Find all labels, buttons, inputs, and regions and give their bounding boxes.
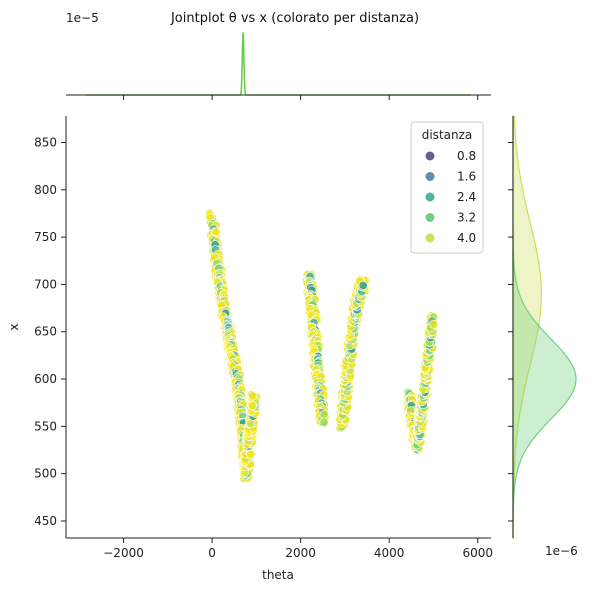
legend: distanza 0.8 1.6 2.4 3.2 4.0 [410,121,484,254]
legend-marker [425,192,435,202]
legend-label: 2.4 [457,190,476,204]
legend-marker [425,233,435,243]
legend-label: 0.8 [457,149,476,163]
x-tick-label: 6000 [462,546,493,560]
right-marginal-kde-3.2 [512,116,577,539]
x-axis-label: theta [262,568,294,582]
legend-title: distanza [422,128,473,142]
scatter-points [205,208,439,483]
scatter-point [246,419,256,429]
x-tick-label: 2000 [285,546,316,560]
legend-marker [425,151,435,161]
y-tick-label: 450 [34,514,57,528]
x-tick-label: 4000 [374,546,405,560]
y-tick-label: 700 [34,277,57,291]
scatter-point [319,417,329,427]
y-tick-label: 500 [34,467,57,481]
main-plot: −2000 0 2000 4000 6000 450 500 550 600 650 700 750… [7,116,493,582]
y-axis-label: x [7,323,21,330]
y-tick-label: 600 [34,372,57,386]
right-marginal: 1e−6 [508,115,578,558]
legend-label: 1.6 [457,170,476,184]
right-marginal-ticks [508,141,513,522]
y-tick-label: 750 [34,230,57,244]
y-tick-label: 800 [34,183,57,197]
legend-marker [425,213,435,222]
scatter-point [319,409,329,419]
x-axis-ticks: −2000 0 2000 4000 6000 [103,538,493,560]
top-marginal-kde-curve [86,32,471,96]
scatter-point [429,319,439,329]
right-marginal-offset-label: 1e−6 [545,544,578,558]
scatter-point [358,280,368,290]
legend-label: 3.2 [457,211,476,225]
y-tick-label: 850 [34,135,57,149]
x-tick-label: −2000 [103,546,144,560]
chart-title: Jointplot θ vs x (colorato per distanza) [170,11,419,26]
scatter-point [246,449,256,459]
top-marginal-offset-label: 1e−5 [66,11,99,25]
scatter-point [248,391,258,401]
legend-marker [425,172,435,181]
y-axis-ticks: 450 500 550 600 650 700 750 800 850 [34,135,66,528]
right-marginal-kde [512,115,577,539]
top-marginal: 1e−5 [66,11,491,100]
scatter-point [247,400,257,410]
right-marginal-kde-4.0 [512,115,542,539]
top-marginal-ticks [123,95,479,100]
y-tick-label: 650 [34,325,57,339]
legend-label: 4.0 [457,231,476,245]
x-tick-label: 0 [208,546,216,560]
legend-entries: 0.8 1.6 2.4 3.2 4.0 [425,149,476,245]
y-tick-label: 550 [34,419,57,433]
